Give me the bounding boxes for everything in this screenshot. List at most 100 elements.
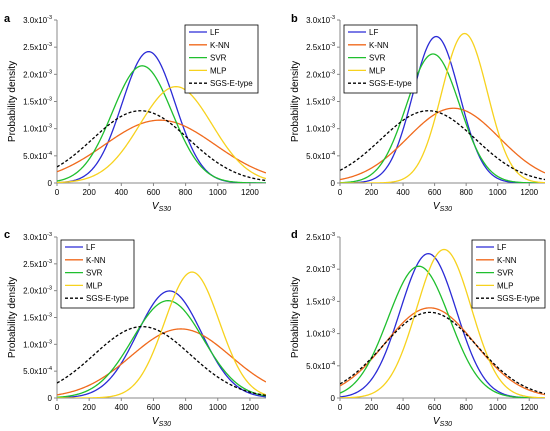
x-tick-label: 0 [55,403,60,412]
y-tick-label: 2.0x10-3 [23,286,52,296]
series-line-svr [340,53,545,183]
y-tick-label: 1.0x10-3 [306,329,335,339]
y-tick-label: 5.0x10-4 [23,366,52,376]
x-tick-label: 1200 [520,403,538,412]
panel-label: a [4,13,11,25]
y-tick-label: 5.0x10-4 [23,151,52,161]
y-tick-label: 1.5x10-3 [23,97,52,107]
chart-panel-a: a 0 5.0x10-4 1.0x10-3 1.5x10-3 2.0x10-3 2.5x10… [4,13,266,213]
series-line-svr [57,300,266,398]
legend-entry: LF [497,243,506,252]
y-tick-label: 5.0x10-4 [306,151,335,161]
x-tick-label: 600 [147,403,161,412]
legend-entry: SGS-E-type [86,294,129,303]
legend-entry: K-NN [210,41,230,50]
series-line-k-nn [340,107,545,181]
y-tick-label: 0 [331,394,336,403]
y-tick-label: 3.0x10-3 [23,15,52,25]
legend-entry: SGS-E-type [369,79,412,88]
x-axis-label: VS30 [152,416,171,428]
x-tick-label: 800 [179,403,193,412]
legend-entry: LF [210,28,219,37]
panel-label: c [4,229,10,241]
y-tick-label: 3.0x10-3 [23,232,52,242]
x-tick-label: 600 [147,188,161,197]
legend-entry: K-NN [86,256,106,265]
series-line-k-nn [340,307,545,396]
x-tick-label: 400 [115,188,129,197]
x-tick-label: 600 [428,188,442,197]
y-tick-label: 2.0x10-3 [23,69,52,79]
y-tick-label: 0 [331,179,336,188]
x-tick-label: 800 [179,188,193,197]
y-tick-label: 1.0x10-3 [306,124,335,134]
y-axis-label: Probability density [290,277,301,358]
x-tick-label: 800 [459,403,473,412]
y-tick-label: 5.0x10-4 [306,361,335,371]
series-line-svr [340,265,545,398]
x-tick-label: 200 [82,188,96,197]
y-tick-label: 1.0x10-3 [23,124,52,134]
x-tick-label: 1000 [489,188,507,197]
x-tick-label: 1200 [241,403,259,412]
y-tick-label: 2.0x10-3 [306,69,335,79]
y-tick-label: 0 [48,179,53,188]
chart-panel-b: b 0 5.0x10-4 1.0x10-3 1.5x10-3 2.0x10-3 2.5x10… [290,13,545,213]
chart-panel-d: d 0 5.0x10-4 1.0x10-3 1.5x10-3 2.0x10-3 2.5x10… [290,229,546,428]
chart-panel-c: c 0 5.0x10-4 1.0x10-3 1.5x10-3 2.0x10-3 2.5x10… [4,229,266,428]
legend-entry: LF [86,243,95,252]
x-tick-label: 0 [338,188,343,197]
series-line-sgs-e-type [57,110,266,182]
x-tick-label: 1200 [241,188,259,197]
y-tick-label: 2.5x10-3 [306,42,335,52]
legend-entry: LF [369,28,378,37]
series-line-k-nn [57,119,266,174]
legend-entry: MLP [210,66,226,75]
series-line-sgs-e-type [340,110,545,181]
x-tick-label: 1000 [209,188,227,197]
series-line-lf [57,290,266,398]
legend-box [471,239,546,309]
x-tick-label: 400 [115,403,129,412]
x-tick-label: 400 [396,188,410,197]
x-tick-label: 600 [428,403,442,412]
x-tick-label: 200 [365,188,379,197]
series-line-mlp [340,32,545,183]
legend-box [184,24,259,94]
x-tick-label: 1000 [209,403,227,412]
x-tick-label: 1000 [489,403,507,412]
y-axis-label: Probability density [290,61,301,142]
y-tick-label: 2.5x10-3 [306,232,335,242]
series-line-k-nn [57,328,266,396]
x-axis-label: VS30 [433,416,452,428]
legend-box [60,239,135,309]
panel-label: b [291,13,298,25]
series-line-lf [340,35,545,183]
y-tick-label: 3.0x10-3 [306,15,335,25]
legend-entry: K-NN [497,256,517,265]
series-line-mlp [340,248,545,398]
series-line-svr [57,65,266,183]
x-tick-label: 800 [459,188,473,197]
x-axis-label: VS30 [433,201,452,213]
legend-entry: SVR [210,54,227,63]
y-tick-label: 0 [48,394,53,403]
x-tick-label: 400 [396,403,410,412]
legend-entry: MLP [369,66,385,75]
legend-entry: MLP [497,281,513,290]
legend-entry: SGS-E-type [210,79,253,88]
y-tick-label: 1.5x10-3 [306,97,335,107]
x-tick-label: 200 [82,403,96,412]
x-tick-label: 0 [55,188,60,197]
series-line-mlp [57,86,266,183]
y-axis-label: Probability density [7,277,18,358]
y-tick-label: 2.5x10-3 [23,259,52,269]
legend-entry: SVR [86,269,103,278]
x-tick-label: 200 [365,403,379,412]
y-axis-label: Probability density [7,61,18,142]
legend-entry: MLP [86,281,102,290]
x-tick-label: 0 [338,403,343,412]
y-tick-label: 2.5x10-3 [23,42,52,52]
legend-entry: SGS-E-type [497,294,540,303]
